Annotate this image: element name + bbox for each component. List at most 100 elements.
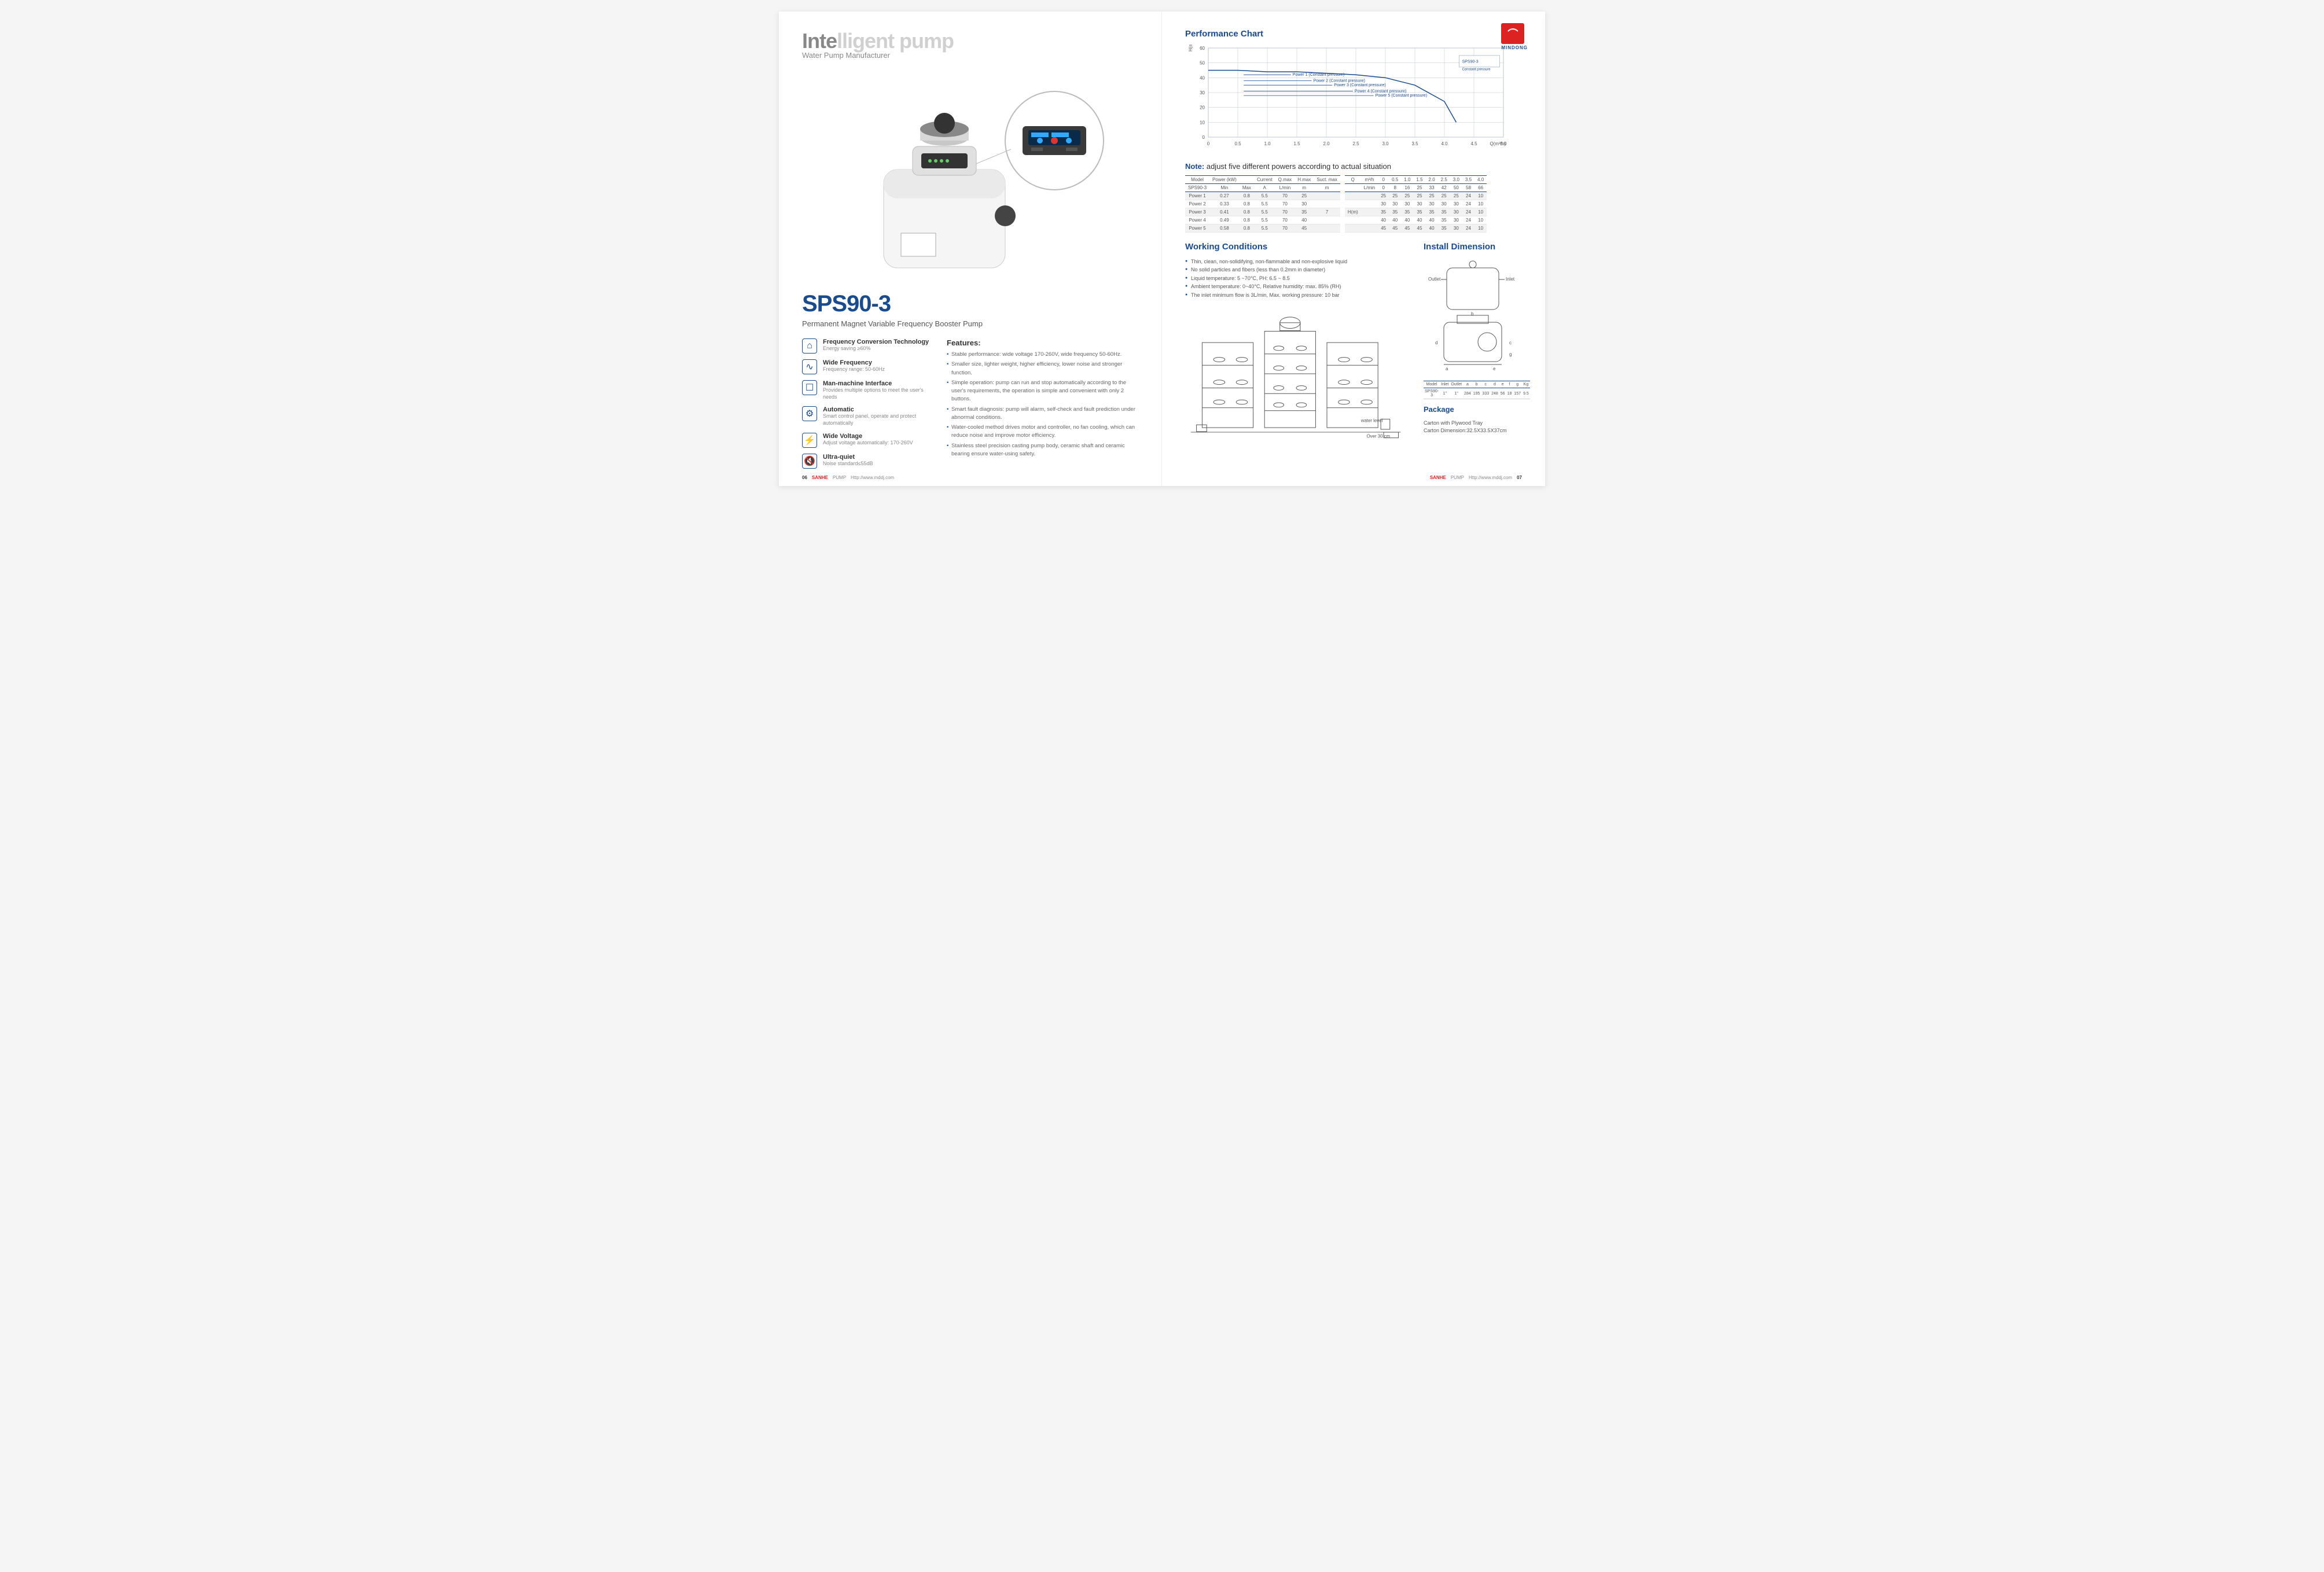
feature-icon-list: ⌂ Frequency Conversion Technology Energy…: [802, 338, 935, 474]
svg-text:4.0: 4.0: [1441, 141, 1448, 146]
inlet-label: Inlet: [1506, 277, 1515, 282]
svg-text:b: b: [1471, 311, 1474, 316]
svg-text:2.0: 2.0: [1323, 141, 1330, 146]
package-heading: Package: [1424, 405, 1522, 414]
spec-tables: ModelPower (kW)CurrentQ.maxH.maxSuct. ma…: [1185, 175, 1522, 233]
working-conditions-heading: Working Conditions: [1185, 242, 1412, 252]
feature-title: Automatic: [823, 406, 935, 413]
page-footer-right: SANHE PUMP Http://www.mddj.com 07: [1185, 475, 1522, 480]
svg-text:Power 2 (Constant pressure): Power 2 (Constant pressure): [1314, 79, 1365, 83]
condition-item: Ambient temperature: 0~40°C, Relative hu…: [1185, 282, 1412, 290]
condition-item: No solid particles and fibers (less than…: [1185, 266, 1412, 274]
feature-desc: Adjust voltage automatically: 170-260V: [823, 440, 913, 447]
flow-head-table: Qm³/h00.51.01.52.02.53.03.54.0L/min08162…: [1345, 175, 1487, 233]
svg-text:Power 5 (Constant pressure): Power 5 (Constant pressure): [1376, 94, 1427, 98]
logo-icon: ⌒: [1501, 23, 1524, 44]
feature-desc: Provides multiple options to meet the us…: [823, 387, 935, 400]
svg-text:1.5: 1.5: [1293, 141, 1300, 146]
footer-brand2: PUMP: [1451, 475, 1464, 480]
subtitle: Water Pump Manufacturer: [802, 51, 1138, 60]
feature-title: Wide Frequency: [823, 359, 885, 366]
performance-chart: 00.51.01.52.02.53.03.54.04.55.0010203040…: [1185, 45, 1522, 152]
feature-icon: ☐: [802, 380, 817, 395]
condition-item: Thin, clean, non-solidifying, non-flamma…: [1185, 257, 1412, 266]
package-line-1: Carton with Plywood Tray: [1424, 419, 1522, 427]
model-name: SPS90-3: [802, 291, 1138, 317]
svg-text:10: 10: [1200, 120, 1205, 125]
svg-text:a: a: [1446, 366, 1448, 371]
feature-bullet: Stainless steel precision casting pump b…: [947, 442, 1138, 459]
svg-text:60: 60: [1200, 46, 1205, 51]
chart-heading: Performance Chart: [1185, 29, 1522, 39]
svg-text:30: 30: [1200, 90, 1205, 95]
feature-bullet: Simple operation: pump can run and stop …: [947, 379, 1138, 404]
feature-title: Man-machine Interface: [823, 380, 935, 387]
feature-desc: Noise standard≤55dB: [823, 461, 873, 467]
feature-title: Frequency Conversion Technology: [823, 338, 929, 345]
conditions-list: Thin, clean, non-solidifying, non-flamma…: [1185, 257, 1412, 299]
feature-bullet: Water-cooled method drives motor and con…: [947, 424, 1138, 440]
footer-url: Http://www.mddj.com: [1469, 475, 1512, 480]
feature-item: ⚡ Wide Voltage Adjust voltage automatica…: [802, 433, 935, 448]
install-diagram: water level Over 30 cm: [1185, 307, 1412, 440]
svg-text:d: d: [1435, 340, 1437, 345]
feature-bullet: Stable performance: wide voltage 170-260…: [947, 351, 1138, 359]
feature-item: 🔇 Ultra-quiet Noise standard≤55dB: [802, 454, 935, 469]
outlet-label: Outlet: [1428, 277, 1441, 282]
over-label: Over 30 cm: [1367, 434, 1390, 439]
svg-text:Power 3 (Constant pressure): Power 3 (Constant pressure): [1334, 83, 1385, 87]
power-table: ModelPower (kW)CurrentQ.maxH.maxSuct. ma…: [1185, 175, 1340, 233]
svg-text:Constant pressure: Constant pressure: [1462, 68, 1491, 72]
svg-text:c: c: [1509, 340, 1512, 345]
svg-text:Power 4 (Constant pressure): Power 4 (Constant pressure): [1355, 89, 1406, 93]
water-level-label: water level: [1360, 418, 1383, 423]
feature-item: ☐ Man-machine Interface Provides multipl…: [802, 380, 935, 400]
feature-icon: ∿: [802, 359, 817, 374]
product-image: [802, 65, 1138, 285]
feature-icon: 🔇: [802, 454, 817, 469]
feature-item: ∿ Wide Frequency Frequency range: 50-60H…: [802, 359, 935, 374]
feature-desc: Smart control panel, operate and protect…: [823, 413, 935, 426]
feature-bullet: Smart fault diagnosis: pump will alarm, …: [947, 406, 1138, 422]
right-page: ⌒ MINDONG Performance Chart 00.51.01.52.…: [1162, 12, 1545, 486]
page-number: 06: [802, 475, 807, 480]
model-description: Permanent Magnet Variable Frequency Boos…: [802, 319, 1138, 328]
feature-title: Wide Voltage: [823, 433, 913, 440]
features-heading: Features:: [947, 338, 1138, 347]
svg-text:20: 20: [1200, 105, 1205, 111]
svg-text:H(m): H(m): [1188, 45, 1193, 51]
feature-icon: ⚡: [802, 433, 817, 448]
svg-text:2.5: 2.5: [1352, 141, 1359, 146]
svg-text:3.5: 3.5: [1411, 141, 1418, 146]
feature-title: Ultra-quiet: [823, 454, 873, 461]
svg-text:g: g: [1509, 352, 1512, 357]
feature-bullet: Smaller size, lighter weight, higher eff…: [947, 360, 1138, 377]
page-number: 07: [1517, 475, 1522, 480]
features-bullets: Stable performance: wide voltage 170-260…: [947, 351, 1138, 458]
feature-desc: Frequency range: 50-60Hz: [823, 366, 885, 373]
package-line-2: Carton Dimension:32.5X33.5X37cm: [1424, 427, 1522, 435]
footer-brand: SANHE: [1430, 475, 1446, 480]
logo-text: MINDONG: [1501, 45, 1528, 50]
svg-text:0: 0: [1203, 135, 1205, 140]
main-title: Intelligent pump: [802, 29, 1138, 53]
condition-item: Liquid temperature: 5 ~70°C, PH: 6.5 ~ 8…: [1185, 274, 1412, 282]
svg-text:0: 0: [1207, 141, 1210, 146]
page-footer-left: 06 SANHE PUMP Http://www.mddj.com: [802, 475, 1138, 480]
feature-item: ⌂ Frequency Conversion Technology Energy…: [802, 338, 935, 354]
svg-text:SPS90-3: SPS90-3: [1462, 60, 1479, 64]
svg-text:3.0: 3.0: [1382, 141, 1389, 146]
feature-icon: ⚙: [802, 406, 817, 421]
footer-brand2: PUMP: [833, 475, 846, 480]
svg-text:50: 50: [1200, 61, 1205, 66]
left-page: Intelligent pump Water Pump Manufacturer: [779, 12, 1162, 486]
footer-brand: SANHE: [812, 475, 828, 480]
feature-desc: Energy saving ≥60%: [823, 345, 929, 352]
feature-item: ⚙ Automatic Smart control panel, operate…: [802, 406, 935, 426]
svg-text:e: e: [1493, 366, 1496, 371]
install-dimension-heading: Install Dimension: [1424, 242, 1522, 252]
feature-icon: ⌂: [802, 338, 817, 354]
brand-logo: ⌒ MINDONG: [1501, 23, 1528, 50]
footer-url: Http://www.mddj.com: [851, 475, 894, 480]
note-line: Note: adjust five different powers accor…: [1185, 162, 1522, 171]
